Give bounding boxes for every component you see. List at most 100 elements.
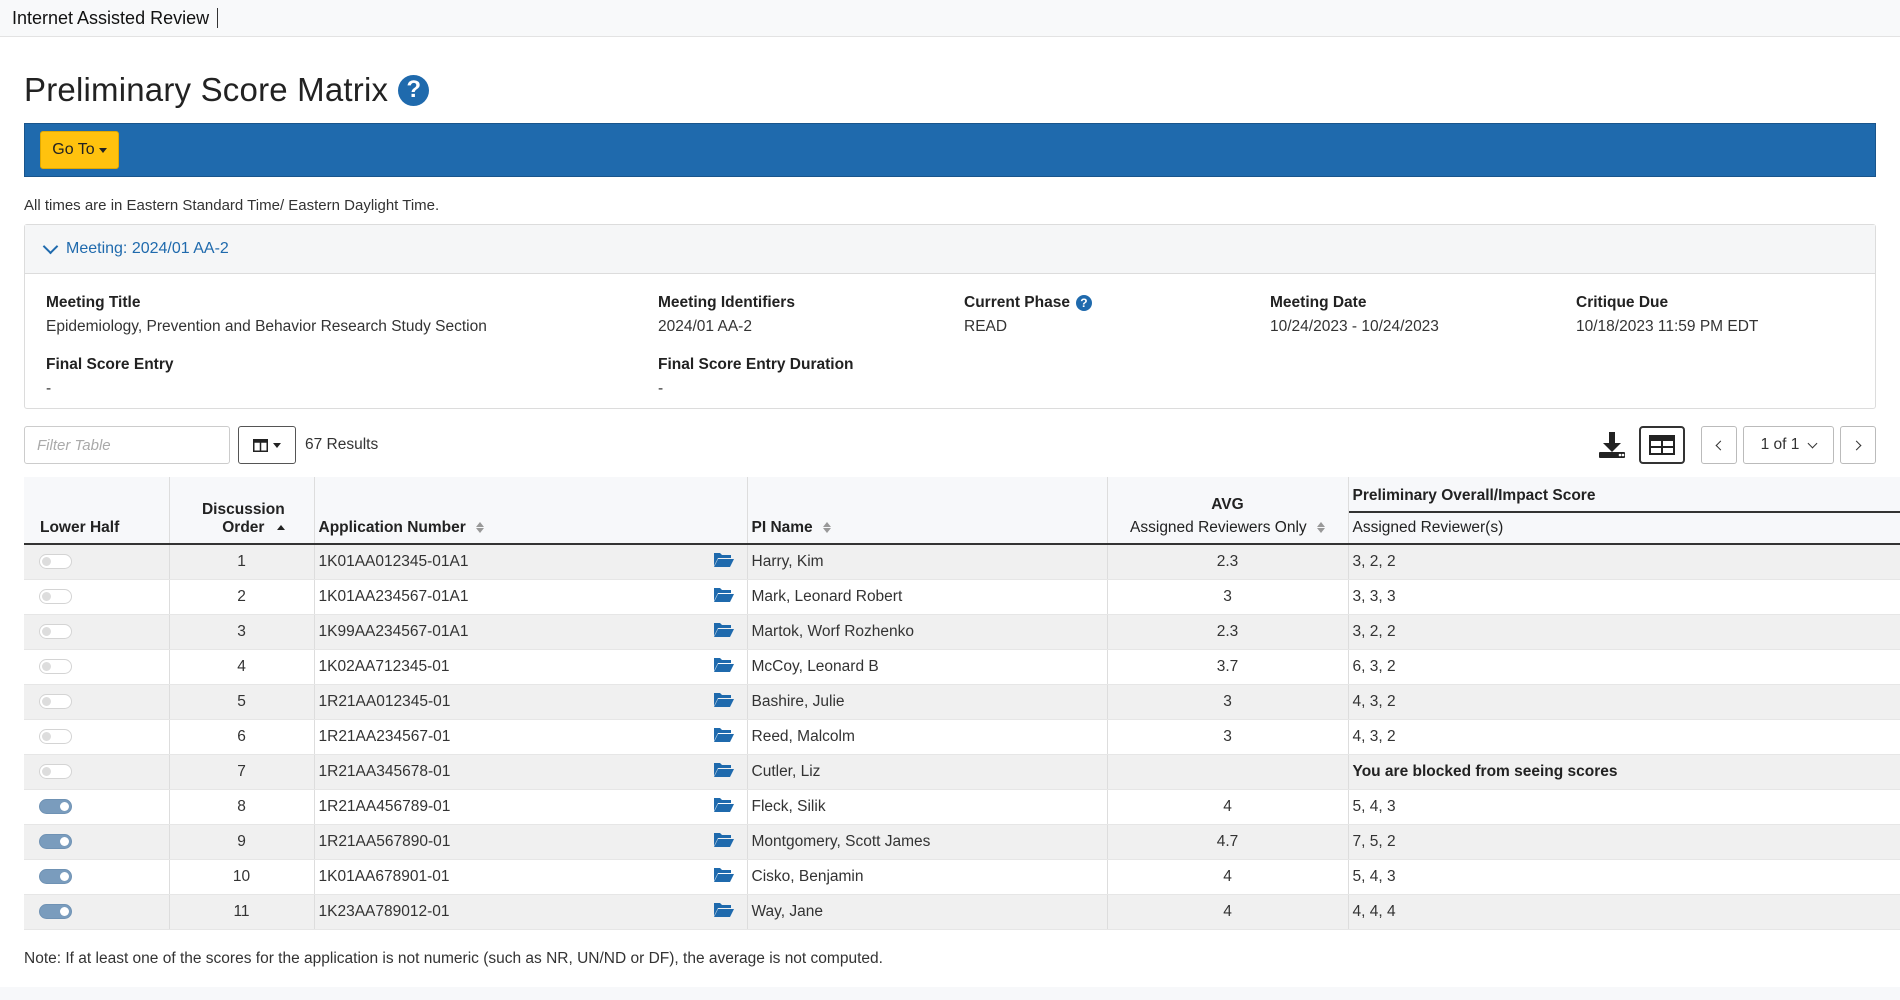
sort-icon (476, 522, 485, 534)
table-row: 6 1R21AA234567-01 Reed, Malcolm 3 4, 3, 2 (24, 719, 1900, 755)
lower-half-toggle[interactable] (39, 833, 72, 849)
application-number-link[interactable]: 1K99AA234567-01A1 (318, 622, 469, 640)
grid-view-icon (1649, 435, 1675, 455)
avg-cell: 3 (1106, 684, 1348, 720)
final-score-entry-field: Final Score Entry - (46, 356, 658, 398)
caret-down-icon (98, 147, 107, 153)
lower-half-cell (24, 614, 169, 650)
application-number-link[interactable]: 1R21AA234567-01 (318, 727, 451, 745)
folder-open-icon[interactable] (713, 901, 735, 923)
application-number-link[interactable]: 1K01AA012345-01A1 (318, 552, 469, 570)
application-number-link[interactable]: 1R21AA456789-01 (318, 797, 451, 815)
application-number-cell: 1K01AA678901-01 (313, 859, 747, 895)
folder-open-icon[interactable] (713, 796, 735, 818)
discussion-order-cell: 7 (168, 754, 314, 790)
table-row: 8 1R21AA456789-01 Fleck, Silik 4 5, 4, 3 (24, 789, 1900, 825)
assigned-scores-cell: 3, 3, 3 (1347, 579, 1900, 615)
final-score-duration-field: Final Score Entry Duration - (658, 356, 964, 398)
folder-open-icon[interactable] (713, 551, 735, 573)
application-number-link[interactable]: 1K01AA678901-01 (318, 867, 450, 885)
lower-half-toggle[interactable] (39, 728, 72, 744)
table-header: Lower Half Discussion Order Application … (24, 477, 1900, 544)
col-application-number[interactable]: Application Number (313, 477, 747, 544)
filter-table-input[interactable] (24, 426, 230, 464)
assigned-scores-cell: 6, 3, 2 (1347, 649, 1900, 685)
application-number-cell: 1R21AA456789-01 (313, 789, 747, 825)
application-number-link[interactable]: 1K23AA789012-01 (318, 902, 450, 920)
current-phase-field: Current Phase ? READ (964, 294, 1270, 336)
table-row: 5 1R21AA012345-01 Bashire, Julie 3 4, 3, 2 (24, 684, 1900, 720)
meeting-details: Meeting Title Epidemiology, Prevention a… (25, 274, 1875, 408)
chevron-left-icon (1715, 440, 1726, 450)
download-button[interactable] (1595, 426, 1629, 464)
lower-half-toggle[interactable] (39, 658, 72, 674)
phase-help-icon[interactable]: ? (1075, 295, 1092, 311)
chevron-down-icon (1807, 438, 1818, 448)
next-page-button[interactable] (1840, 426, 1876, 464)
folder-open-icon[interactable] (713, 761, 735, 783)
lower-half-toggle[interactable] (39, 588, 72, 604)
table-row: 1 1K01AA012345-01A1 Harry, Kim 2.3 3, 2, 2 (24, 544, 1900, 580)
app-title[interactable]: Internet Assisted Review (12, 8, 219, 28)
column-selector-button[interactable] (238, 426, 296, 464)
lower-half-toggle[interactable] (39, 554, 72, 570)
col-avg[interactable]: AVG Assigned Reviewers Only (1106, 477, 1348, 544)
avg-cell: 3.7 (1106, 649, 1348, 685)
table-row: 3 1K99AA234567-01A1 Martok, Worf Rozhenko 2… (24, 614, 1900, 650)
discussion-order-cell: 11 (168, 894, 314, 930)
meeting-panel-toggle[interactable]: Meeting: 2024/01 AA-2 (25, 225, 1875, 274)
footer-note: Note: If at least one of the scores for … (24, 949, 883, 967)
folder-open-icon[interactable] (713, 726, 735, 748)
chevron-right-icon (1851, 440, 1862, 450)
page-select[interactable]: 1 of 1 (1743, 426, 1834, 464)
lower-half-toggle[interactable] (39, 693, 72, 709)
lower-half-toggle[interactable] (39, 623, 72, 639)
application-number-link[interactable]: 1K02AA712345-01 (318, 657, 450, 675)
folder-open-icon[interactable] (713, 621, 735, 643)
application-number-link[interactable]: 1R21AA567890-01 (318, 832, 451, 850)
grid-view-button[interactable] (1639, 426, 1685, 464)
go-to-button[interactable]: Go To (40, 131, 119, 169)
pi-name-cell: Bashire, Julie (746, 684, 1107, 720)
application-number-link[interactable]: 1R21AA345678-01 (318, 762, 451, 780)
avg-cell: 2.3 (1106, 544, 1348, 580)
col-avg-label: AVG (1211, 496, 1244, 513)
go-to-label: Go To (52, 141, 95, 158)
folder-open-icon[interactable] (713, 586, 735, 608)
table-row: 2 1K01AA234567-01A1 Mark, Leonard Robert 3 3… (24, 579, 1900, 615)
toolbar-right: 1 of 1 (1595, 426, 1876, 464)
meeting-identifiers-label: Meeting Identifiers (658, 294, 795, 311)
col-pi-name[interactable]: PI Name (746, 477, 1107, 544)
folder-open-icon[interactable] (713, 866, 735, 888)
col-lower-half[interactable]: Lower Half (24, 477, 169, 544)
current-phase-value: READ (964, 318, 1008, 335)
lower-half-toggle[interactable] (39, 868, 72, 884)
lower-half-toggle[interactable] (39, 798, 72, 814)
help-icon[interactable]: ? (398, 74, 430, 106)
previous-page-button[interactable] (1701, 426, 1737, 464)
lower-half-toggle[interactable] (39, 763, 72, 779)
pi-name-cell: Montgomery, Scott James (746, 824, 1107, 860)
pi-name-cell: Cutler, Liz (746, 754, 1107, 790)
lower-half-toggle[interactable] (39, 903, 72, 919)
assigned-scores-cell: 5, 4, 3 (1347, 789, 1900, 825)
discussion-order-cell: 2 (168, 579, 314, 615)
table-row: 7 1R21AA345678-01 Cutler, Liz You are block… (24, 754, 1900, 790)
table-row: 10 1K01AA678901-01 Cisko, Benjamin 4 5, 4, 3 (24, 859, 1900, 895)
application-number-link[interactable]: 1K01AA234567-01A1 (318, 587, 469, 605)
folder-open-icon[interactable] (713, 656, 735, 678)
lower-half-cell (24, 859, 169, 895)
meeting-header-value: 2024/01 AA-2 (131, 240, 229, 257)
current-phase-label-row: Current Phase ? (964, 294, 1270, 312)
col-discussion-order[interactable]: Discussion Order (168, 477, 314, 544)
application-number-link[interactable]: 1R21AA012345-01 (318, 692, 451, 710)
folder-open-icon[interactable] (713, 831, 735, 853)
col-assigned-reviewers-label: Assigned Reviewer(s) (1352, 519, 1504, 536)
col-discussion-order-label: Discussion Order (201, 501, 285, 536)
critique-due-value: 10/18/2023 11:59 PM EDT (1576, 318, 1759, 335)
folder-open-icon[interactable] (713, 691, 735, 713)
application-number-cell: 1R21AA345678-01 (313, 754, 747, 790)
pi-name-cell: Martok, Worf Rozhenko (746, 614, 1107, 650)
critique-due-label: Critique Due (1576, 294, 1669, 311)
